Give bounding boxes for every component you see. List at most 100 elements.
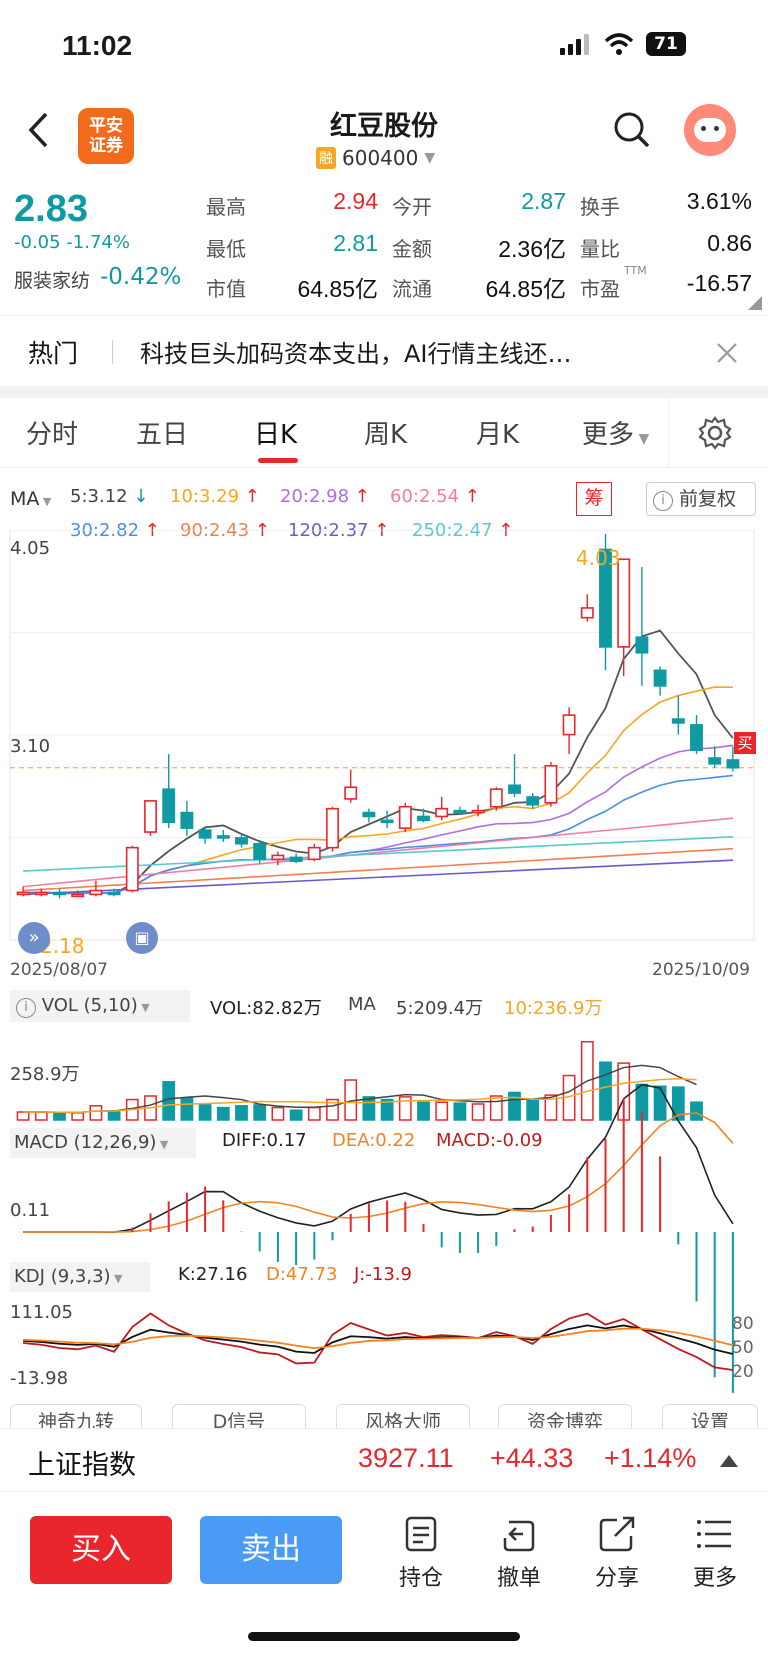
candle-body: [653, 669, 667, 687]
adjust-mode-label: 前复权: [679, 488, 737, 510]
stock-header: 平安证券 红豆股份 融 600400 ▼: [0, 96, 768, 180]
back-icon[interactable]: [26, 112, 50, 148]
macd-value: MACD:-0.09: [436, 1130, 543, 1151]
candle-body: [580, 607, 594, 619]
quote-value: 2.87: [521, 188, 566, 214]
candle-body: [162, 788, 176, 824]
volume-bar: [471, 1103, 485, 1121]
share-button[interactable]: 分享: [582, 1514, 652, 1592]
volume-bar: [71, 1112, 85, 1121]
kdj-d-line: [23, 1327, 734, 1350]
vol-label: VOL (5,10): [41, 995, 138, 1016]
macd-dea: DEA:0.22: [332, 1130, 416, 1151]
index-ticker[interactable]: 上证指数 3927.11 +44.33 +1.14%: [0, 1428, 768, 1492]
candle-body: [417, 815, 430, 822]
vol-selector[interactable]: i VOL (5,10) ▼: [10, 990, 190, 1022]
tab-monthly-k[interactable]: 月K: [476, 420, 520, 450]
gear-icon[interactable]: [698, 416, 732, 450]
tab-intraday[interactable]: 分时: [26, 420, 79, 450]
candle-body: [107, 891, 121, 896]
app-logo[interactable]: 平安证券: [78, 108, 134, 164]
ma-value: 20:2.98: [280, 486, 350, 507]
status-bar: 11:02 71: [0, 0, 768, 96]
index-change: +44.33: [490, 1443, 574, 1473]
index-percent: +1.14%: [604, 1443, 697, 1473]
macd-dea-line: [23, 1112, 734, 1233]
volume-bar: [107, 1110, 121, 1121]
date-end: 2025/10/09: [652, 960, 750, 980]
chip-distribution-button[interactable]: 筹: [576, 482, 612, 516]
vol-ma-label: MA: [348, 994, 376, 1015]
ma90-line: [23, 847, 733, 892]
home-indicator[interactable]: [248, 1632, 520, 1641]
volume-bar: [508, 1091, 521, 1121]
battery-level: 71: [654, 34, 678, 54]
chevron-up-icon[interactable]: [720, 1453, 738, 1467]
tab-weekly-k[interactable]: 周K: [364, 420, 408, 450]
ma-label: MA: [10, 488, 40, 510]
positions-button[interactable]: 持仓: [386, 1514, 456, 1592]
close-icon[interactable]: [716, 342, 738, 364]
candle-body: [34, 891, 48, 896]
status-time: 11:02: [62, 30, 133, 61]
kdj-level-80: 80: [732, 1314, 754, 1334]
kdj-selector[interactable]: KDJ (9,3,3) ▼: [10, 1262, 150, 1292]
volume-bar: [690, 1101, 703, 1121]
sector-label[interactable]: 服装家纺: [14, 270, 91, 292]
candle-body: [471, 809, 485, 814]
stock-code-selector[interactable]: 融 600400 ▼: [316, 146, 435, 170]
candle-body: [435, 807, 449, 818]
quote-value: 2.94: [333, 188, 378, 214]
candle-body: [544, 764, 558, 804]
ma-value: 10:3.29: [170, 486, 240, 507]
arrow-up-icon: ↑: [349, 486, 370, 507]
date-start: 2025/08/07: [10, 960, 108, 980]
kdj-level-50: 50: [732, 1338, 754, 1358]
adjust-mode-button[interactable]: i 前复权: [646, 482, 756, 516]
volume-bar: [289, 1109, 303, 1121]
news-tag: 热门: [28, 339, 79, 368]
expand-corner-icon[interactable]: [748, 296, 762, 310]
news-banner[interactable]: 热门 科技巨头加码资本支出，AI行情主线还…: [0, 318, 768, 386]
buy-button[interactable]: 买入: [30, 1516, 172, 1584]
section-gap: [0, 386, 768, 398]
candle-body: [326, 807, 339, 849]
cancel-order-button[interactable]: 撤单: [484, 1514, 554, 1592]
kdj-d: D:47.73: [266, 1264, 338, 1285]
assistant-avatar[interactable]: [684, 104, 736, 156]
tab-more[interactable]: 更多 ▼: [582, 414, 649, 451]
kline-chart-area[interactable]: MA ▼ 5:3.12 ↓ 10:3.29 ↑ 20:2.98 ↑ 60:2.54 ↑…: [0, 468, 768, 1428]
candle-body: [708, 757, 722, 765]
macd-selector[interactable]: MACD (12,26,9) ▼: [10, 1128, 196, 1158]
quote-label: 金额: [392, 237, 432, 261]
ma60-line: [23, 817, 733, 888]
sell-button[interactable]: 卖出: [200, 1516, 342, 1584]
news-headline[interactable]: 科技巨头加码资本支出，AI行情主线还…: [140, 340, 572, 368]
search-icon[interactable]: [612, 110, 652, 150]
fullscreen-icon[interactable]: ▣: [126, 922, 158, 954]
chevron-down-icon: ▼: [634, 431, 650, 447]
kline-chart[interactable]: [0, 530, 768, 1428]
candle-body: [125, 846, 139, 892]
kdj-axis-top: 111.05: [10, 1302, 73, 1323]
ma-selector[interactable]: MA ▼: [10, 488, 51, 510]
volume-bar: [253, 1104, 267, 1121]
quote-label: 最低: [206, 237, 246, 261]
tab-daily-k[interactable]: 日K: [254, 420, 298, 450]
kdj-k: K:27.16: [178, 1264, 248, 1285]
vol-ma10: 10:236.9万: [504, 998, 603, 1019]
more-button[interactable]: 更多: [680, 1514, 750, 1592]
tab-five-day[interactable]: 五日: [136, 420, 189, 450]
candle-body: [144, 800, 157, 833]
chevron-down-icon: ▼: [424, 150, 436, 166]
ma30-line: [23, 774, 733, 895]
candle-body: [307, 846, 321, 861]
menu-icon: [697, 1520, 731, 1548]
ma-item: 5:3.12 ↓: [70, 486, 148, 507]
sector-change: -0.42%: [100, 264, 182, 290]
volume-bar: [526, 1098, 540, 1121]
volume-bar: [653, 1085, 667, 1121]
buy-signal-tag[interactable]: 买: [734, 732, 756, 754]
scroll-left-icon[interactable]: »: [18, 922, 50, 954]
candle-body: [690, 724, 703, 752]
